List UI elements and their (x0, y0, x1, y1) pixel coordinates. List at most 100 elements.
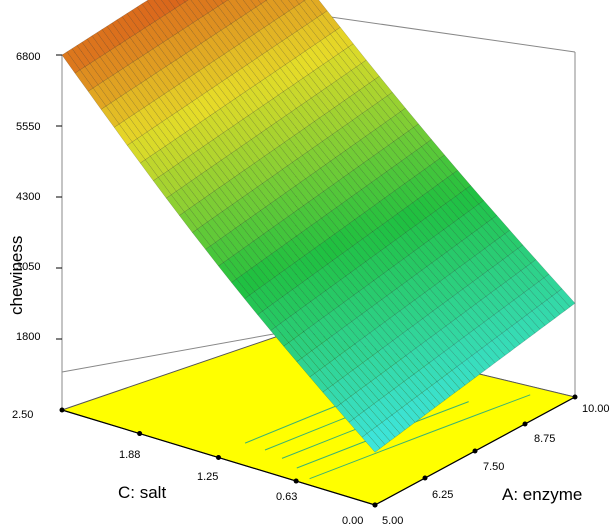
surface-facet (149, 21, 169, 43)
surface-facet (441, 373, 461, 393)
tick-dot (137, 431, 143, 437)
surface-facet (190, 46, 210, 68)
surface-facet (466, 355, 486, 375)
surface-facet (503, 303, 523, 323)
surface-facet (231, 149, 250, 171)
surface-facet (361, 433, 381, 453)
tick-dot (522, 421, 528, 427)
surface-facet (168, 0, 181, 9)
surface-facet (131, 138, 151, 160)
surface-facet (355, 265, 374, 285)
surface-facet (215, 30, 235, 52)
surface-facet (331, 332, 351, 352)
enzyme-tick-label: 7.50 (483, 461, 504, 473)
surface-facet (240, 13, 260, 35)
salt-tick-label: 0.00 (342, 515, 363, 527)
surface-facet (155, 69, 175, 92)
surface-facet (411, 396, 431, 416)
surface-facet (361, 310, 381, 330)
surface-facet (140, 79, 160, 102)
surface-facet (431, 381, 451, 401)
surface-facet (216, 81, 236, 103)
surface-facet (476, 347, 496, 367)
surface-facet (198, 0, 214, 14)
z-tick-label: 6800 (16, 51, 40, 63)
surface-facet (265, 0, 268, 1)
surface-facet (426, 385, 446, 405)
surface-facet (97, 81, 117, 104)
surface-facet (160, 66, 180, 88)
z-axis-title: chewiness (7, 236, 26, 315)
surface-facet (100, 105, 120, 128)
surface-facet (136, 135, 156, 157)
surface-facet (446, 370, 466, 390)
surface-facet (205, 36, 225, 58)
surface-facet (486, 340, 506, 360)
surface-facet (212, 0, 224, 7)
surface-facet (307, 274, 326, 295)
z-tick-label: 4300 (16, 191, 40, 203)
surface-facet (116, 16, 136, 38)
salt-axis-title: C: salt (118, 483, 166, 502)
surface-facet (206, 166, 225, 188)
surface-facet (195, 43, 215, 65)
surface-facet (183, 0, 189, 3)
surface-facet (366, 429, 386, 449)
surface-facet (506, 325, 526, 345)
enzyme-tick-label: 10.00 (582, 403, 610, 415)
surface-facet (74, 69, 94, 92)
surface-facet (406, 399, 426, 419)
surface-facet (112, 71, 132, 94)
surface-facet (504, 229, 524, 249)
z-tick-label: 3050 (16, 261, 40, 273)
surface-facet (225, 23, 245, 45)
surface-facet (226, 74, 246, 96)
tick-dot (293, 478, 299, 484)
tick-marks (56, 54, 578, 508)
surface-facet (180, 53, 200, 75)
surface-facet (501, 329, 521, 349)
surface-facet (121, 13, 141, 35)
surface-facet (242, 0, 257, 11)
surface-facet (391, 411, 411, 431)
surface-facet (201, 91, 221, 113)
back-top-right-edge (295, 11, 576, 53)
surface-facet (87, 87, 107, 110)
surface-facet (309, 248, 328, 269)
tick-dot (216, 455, 221, 460)
surface-facet (94, 56, 114, 79)
surface-facet (371, 425, 391, 445)
surface-facet (347, 245, 366, 266)
surface-facet (376, 422, 396, 442)
surface-facet (126, 141, 146, 164)
surface-facet (440, 325, 460, 345)
surface-facet (99, 53, 119, 76)
tick-dot (572, 394, 578, 400)
surface-facet (346, 321, 366, 341)
surface-facet (230, 20, 250, 42)
surface-facet (327, 260, 346, 281)
response-surface (61, 0, 576, 453)
surface-facet (231, 278, 250, 300)
surface-facet (285, 315, 304, 336)
surface-facet (210, 33, 230, 55)
surface-facet (185, 49, 205, 72)
surface-facet (84, 63, 104, 86)
surface-facet (264, 280, 283, 301)
surface-facet (320, 290, 339, 311)
tick-dot (472, 448, 478, 454)
surface-facet (200, 39, 220, 62)
surface-facet (508, 299, 528, 319)
surface-facet (401, 403, 421, 423)
surface-facet (165, 62, 185, 85)
surface-facet (150, 72, 170, 95)
surface-facet (220, 0, 229, 4)
tick-dot (422, 475, 428, 481)
surface-facet (111, 19, 131, 42)
surface-facet (386, 414, 406, 434)
tick-dot (59, 407, 65, 413)
surface-facet (343, 298, 363, 319)
surface-facet (218, 262, 237, 283)
